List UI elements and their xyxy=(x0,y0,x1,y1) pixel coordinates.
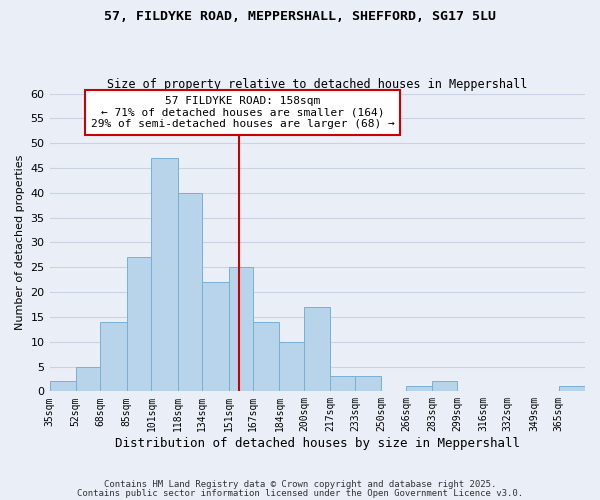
Bar xyxy=(406,386,432,392)
Bar xyxy=(253,322,280,392)
Bar xyxy=(304,307,331,392)
Bar xyxy=(178,193,202,392)
Bar xyxy=(151,158,178,392)
Bar xyxy=(127,258,151,392)
Text: 57 FILDYKE ROAD: 158sqm
← 71% of detached houses are smaller (164)
29% of semi-d: 57 FILDYKE ROAD: 158sqm ← 71% of detache… xyxy=(91,96,394,129)
Bar xyxy=(202,282,229,392)
Bar xyxy=(100,322,127,392)
Y-axis label: Number of detached properties: Number of detached properties xyxy=(15,155,25,330)
Bar xyxy=(76,366,100,392)
Bar xyxy=(559,386,585,392)
Text: 57, FILDYKE ROAD, MEPPERSHALL, SHEFFORD, SG17 5LU: 57, FILDYKE ROAD, MEPPERSHALL, SHEFFORD,… xyxy=(104,10,496,23)
Text: Contains HM Land Registry data © Crown copyright and database right 2025.: Contains HM Land Registry data © Crown c… xyxy=(104,480,496,489)
Bar xyxy=(331,376,355,392)
Bar xyxy=(355,376,382,392)
Bar xyxy=(50,382,76,392)
Text: Contains public sector information licensed under the Open Government Licence v3: Contains public sector information licen… xyxy=(77,489,523,498)
Title: Size of property relative to detached houses in Meppershall: Size of property relative to detached ho… xyxy=(107,78,527,91)
Bar xyxy=(229,268,253,392)
Bar xyxy=(280,342,304,392)
X-axis label: Distribution of detached houses by size in Meppershall: Distribution of detached houses by size … xyxy=(115,437,520,450)
Bar xyxy=(432,382,457,392)
